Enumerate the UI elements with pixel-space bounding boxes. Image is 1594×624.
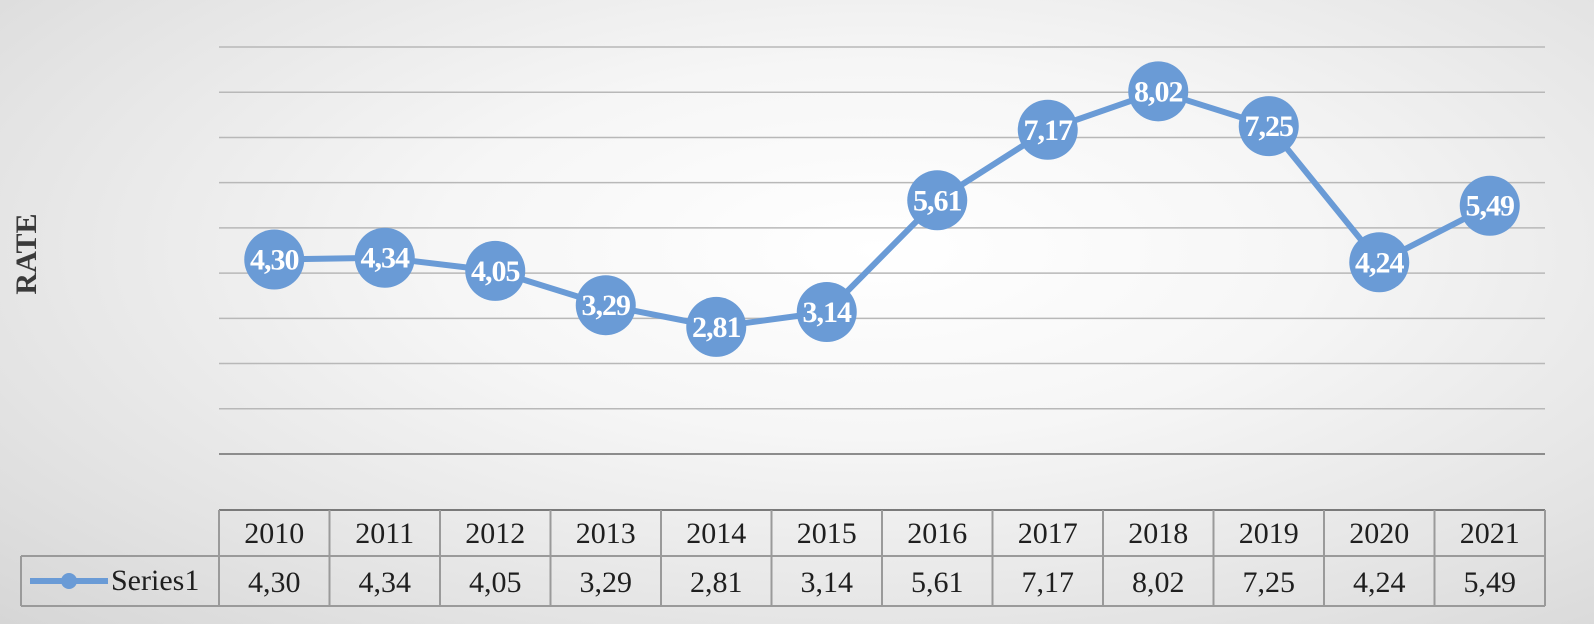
data-point-marker	[1459, 175, 1520, 236]
data-label: 7,25	[1245, 110, 1294, 143]
data-point-marker	[575, 275, 636, 336]
table-value-cell: 3,29	[580, 566, 633, 599]
data-point-marker	[1238, 96, 1299, 157]
series-line-path	[274, 88, 1492, 330]
x-tick-label: 2012	[465, 517, 525, 550]
x-tick-label: 2020	[1349, 517, 1409, 550]
data-point-marker	[465, 240, 526, 301]
x-tick-label: 2019	[1239, 517, 1299, 550]
data-point-marker	[1349, 232, 1410, 293]
x-tick-label: 2011	[355, 517, 414, 550]
x-tick-label: 2016	[907, 517, 967, 550]
x-tick-label: 2014	[686, 517, 746, 550]
table-value-cell: 5,61	[911, 566, 964, 599]
table-value-cell: 3,14	[801, 566, 854, 599]
table-value-cell: 2,81	[690, 566, 743, 599]
data-label: 4,24	[1355, 246, 1405, 279]
data-label: 4,05	[471, 255, 520, 288]
table-value-cell: 4,05	[469, 566, 522, 599]
data-label: 5,49	[1466, 190, 1515, 223]
data-label: 3,14	[803, 296, 853, 329]
x-tick-label: 2017	[1018, 517, 1078, 550]
data-label: 8,02	[1134, 75, 1183, 108]
data-label: 5,61	[913, 184, 962, 217]
data-label: 7,17	[1024, 114, 1074, 147]
table-value-cell: 7,25	[1243, 566, 1296, 599]
table-value-cell: 4,30	[248, 566, 301, 599]
x-tick-label: 2018	[1128, 517, 1188, 550]
data-points: 4,30 4,34 4,05 3,29 2,81 3,14 5,61 7,17 8,02 7,25…	[244, 61, 1520, 357]
data-point-marker	[244, 229, 305, 290]
legend-marker-sample	[61, 573, 77, 589]
data-label: 3,29	[582, 289, 631, 322]
table-value-cell: 4,34	[359, 566, 412, 599]
x-tick-label: 2015	[797, 517, 857, 550]
data-point-marker	[907, 170, 968, 231]
x-tick-label: 2013	[576, 517, 636, 550]
data-point-marker	[686, 296, 747, 357]
data-point-marker	[1128, 61, 1189, 122]
data-table: 2010 2011 2012 2013 2014 2015 2016 2017 2018 2019…	[20, 509, 1546, 607]
legend-series-name: Series1	[111, 564, 199, 597]
table-value-cell: 8,02	[1132, 566, 1185, 599]
y-axis-label: RATE	[10, 213, 43, 294]
data-label: 4,34	[361, 242, 411, 275]
gridlines	[219, 46, 1545, 455]
table-value-cell: 5,49	[1464, 566, 1517, 599]
data-label: 4,30	[250, 244, 299, 277]
data-label: 2,81	[692, 311, 741, 344]
data-point-marker	[1017, 99, 1078, 160]
x-tick-label: 2010	[244, 517, 304, 550]
data-point-marker	[796, 282, 857, 343]
x-tick-label: 2021	[1460, 517, 1520, 550]
table-value-cell: 7,17	[1022, 566, 1075, 599]
data-point-marker	[354, 227, 415, 288]
table-value-cell: 4,24	[1353, 566, 1406, 599]
series-line	[274, 88, 1492, 330]
